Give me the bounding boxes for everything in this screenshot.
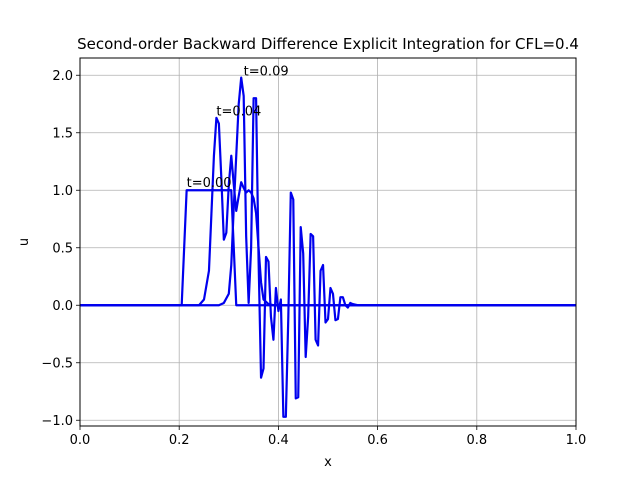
x-tick-label: 1.0 [566,433,587,448]
x-axis-label: x [324,455,332,470]
y-axis-label: u [17,238,32,246]
series-line-3 [80,76,576,418]
chart-title: Second-order Backward Difference Explici… [77,35,579,53]
time-annotation: t=0.09 [244,64,289,79]
y-tick-label: 1.5 [52,126,73,141]
annotations: t=0.00 t=0.04 t=0.09 [187,64,289,191]
x-tick-label: 0.4 [268,433,289,448]
y-tick-label: 2.0 [52,69,73,84]
y-tick-label: 1.0 [52,184,73,199]
x-tick-label: 0.8 [466,433,487,448]
x-tick-label: 0.6 [367,433,388,448]
x-tick-label: 0.2 [169,433,190,448]
x-tick-label: 0.0 [70,433,91,448]
y-tick-label: 0.5 [52,241,73,256]
series-lines [80,76,576,418]
axis-ticks: 0.0 0.2 0.4 0.6 0.8 1.0 −1.0 −0.5 0.0 0.5 1.0 1.5 2.… [41,69,586,448]
series-line-2 [80,116,576,307]
y-tick-label: −0.5 [41,356,73,371]
time-annotation: t=0.04 [216,105,261,120]
plot-frame [79,57,577,427]
time-annotation: t=0.00 [187,176,232,191]
y-tick-label: 0.0 [52,299,73,314]
y-tick-label: −1.0 [41,414,73,429]
series-line-1 [80,189,576,307]
